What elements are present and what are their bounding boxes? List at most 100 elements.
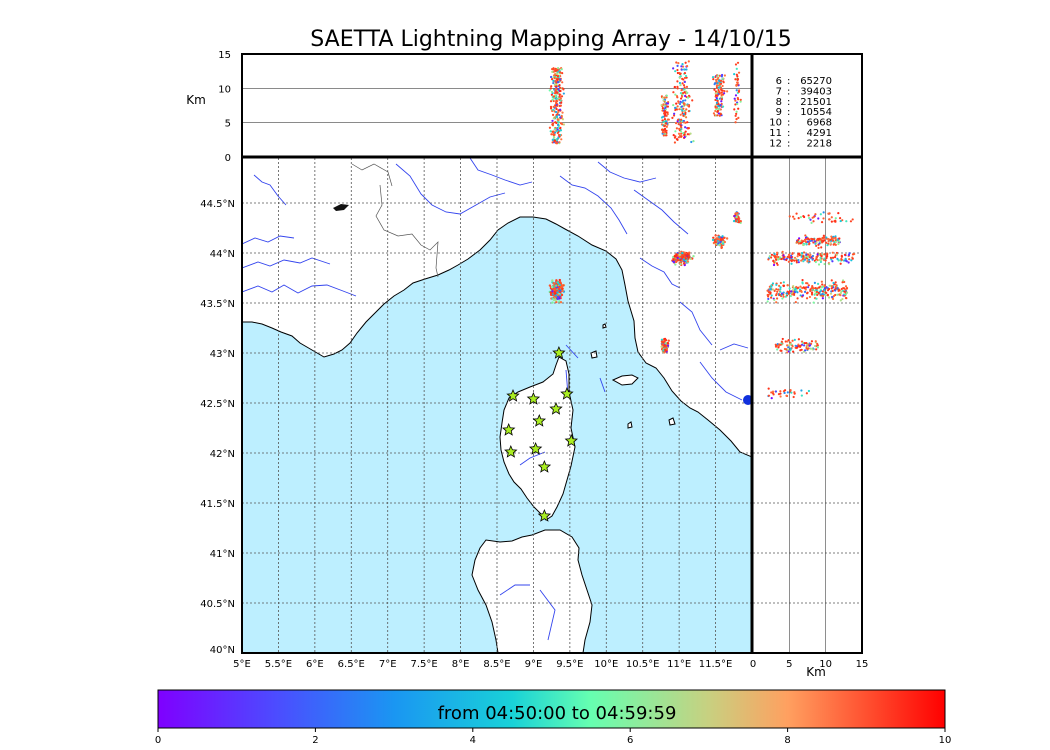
flash-point-height bbox=[719, 88, 723, 91]
flash-point-height bbox=[735, 112, 738, 115]
flash-point-depth bbox=[806, 291, 809, 294]
flash-point-depth bbox=[825, 241, 828, 244]
flash-point-depth bbox=[804, 349, 807, 352]
flash-point-height bbox=[692, 140, 695, 143]
lat-tick-label: 42°N bbox=[210, 449, 235, 460]
flash-point-height bbox=[718, 74, 721, 77]
flash-point-depth bbox=[807, 389, 811, 393]
flash-point-depth bbox=[809, 289, 812, 293]
stat-sep: : bbox=[787, 118, 790, 129]
flash-point-height bbox=[683, 76, 687, 80]
flash-point-height bbox=[559, 89, 562, 93]
flash-point-height bbox=[685, 76, 688, 79]
flash-point-depth bbox=[791, 259, 794, 262]
flash-point-height bbox=[549, 75, 553, 79]
flash-point bbox=[737, 220, 741, 224]
flash-point-height bbox=[681, 82, 684, 85]
flash-point-height bbox=[550, 78, 554, 81]
flash-point-height bbox=[719, 113, 722, 116]
flash-point-depth bbox=[831, 251, 834, 254]
flash-point-depth bbox=[839, 262, 842, 265]
flash-point-height bbox=[679, 118, 683, 121]
flash-point-height bbox=[552, 122, 555, 125]
flash-point-depth bbox=[772, 393, 775, 396]
flash-point-height bbox=[682, 132, 685, 135]
flash-point-height bbox=[557, 111, 560, 114]
flash-point-height bbox=[679, 113, 682, 116]
flash-point-depth bbox=[779, 290, 782, 293]
flash-point-height bbox=[562, 123, 566, 126]
colorbar-tick-label: 2 bbox=[312, 735, 318, 746]
flash-point-depth bbox=[767, 297, 770, 301]
flash-point-depth bbox=[812, 220, 815, 223]
flash-point-depth bbox=[766, 300, 769, 303]
flash-point-height bbox=[560, 68, 563, 71]
flash-point-depth bbox=[811, 258, 814, 261]
colorbar-tick-label: 4 bbox=[470, 735, 476, 746]
flash-point-height bbox=[733, 73, 736, 76]
flash-point-height bbox=[554, 104, 557, 107]
flash-point-depth bbox=[783, 391, 786, 395]
flash-point-height bbox=[558, 113, 561, 117]
flash-point-depth bbox=[772, 288, 775, 291]
flash-point-height bbox=[687, 60, 690, 63]
flash-point-depth bbox=[814, 213, 817, 216]
flash-point-height bbox=[682, 88, 685, 91]
flash-point-depth bbox=[824, 291, 827, 294]
flash-point-depth bbox=[800, 348, 803, 351]
flash-point bbox=[663, 340, 666, 343]
flash-point-height bbox=[715, 84, 719, 87]
flash-point bbox=[549, 291, 552, 294]
flash-point-height bbox=[673, 136, 677, 139]
flash-point-height bbox=[552, 117, 555, 120]
flash-point-depth bbox=[823, 257, 826, 260]
flash-point-depth bbox=[788, 256, 791, 259]
flash-point-height bbox=[679, 97, 683, 100]
flash-point-height bbox=[553, 76, 556, 80]
flash-point-depth bbox=[803, 344, 806, 347]
flash-point-height bbox=[718, 79, 721, 83]
flash-point-height bbox=[721, 89, 724, 92]
flash-point-height bbox=[558, 93, 561, 96]
flash-point-depth bbox=[785, 258, 788, 262]
flash-point-height bbox=[664, 120, 667, 123]
flash-point-height bbox=[552, 133, 555, 136]
flash-point-depth bbox=[832, 237, 835, 240]
flash-point-height bbox=[551, 98, 554, 101]
flash-point-height bbox=[672, 103, 675, 107]
flash-point bbox=[711, 238, 715, 242]
flash-cluster-dense bbox=[743, 395, 752, 405]
lat-tick-label: 41.5°N bbox=[200, 499, 235, 510]
flash-point-depth bbox=[832, 235, 835, 238]
flash-point-depth bbox=[815, 258, 818, 261]
flash-point-height bbox=[664, 106, 667, 109]
lon-tick-label: 8°E bbox=[452, 659, 470, 670]
depth-axis-label: Km bbox=[806, 665, 826, 679]
flash-point bbox=[663, 348, 667, 352]
flash-point-depth bbox=[827, 218, 831, 221]
flash-point-depth bbox=[804, 288, 807, 291]
flash-point-depth bbox=[825, 255, 828, 258]
flash-point-height bbox=[737, 90, 741, 93]
flash-point-height bbox=[665, 94, 668, 97]
flash-point-depth bbox=[831, 256, 835, 259]
flash-point-depth bbox=[810, 340, 814, 343]
flash-point-height bbox=[733, 108, 736, 111]
flash-point-depth bbox=[805, 257, 808, 260]
flash-point-depth bbox=[787, 253, 791, 256]
flash-point-depth bbox=[817, 237, 820, 240]
flash-point-height bbox=[681, 77, 684, 80]
flash-point-height bbox=[558, 84, 561, 87]
depth-tick-label: 15 bbox=[856, 659, 869, 670]
flash-point-height bbox=[712, 78, 715, 81]
flash-point bbox=[739, 220, 742, 223]
flash-point-depth bbox=[767, 387, 770, 390]
flash-point-depth bbox=[827, 287, 831, 291]
flash-point-depth bbox=[784, 295, 788, 298]
colorbar-tick-label: 8 bbox=[784, 735, 790, 746]
flash-point-depth bbox=[835, 253, 838, 256]
flash-point-height bbox=[556, 74, 560, 78]
flash-point-height bbox=[679, 124, 682, 127]
flash-point-depth bbox=[770, 294, 773, 297]
flash-point-height bbox=[679, 100, 682, 103]
